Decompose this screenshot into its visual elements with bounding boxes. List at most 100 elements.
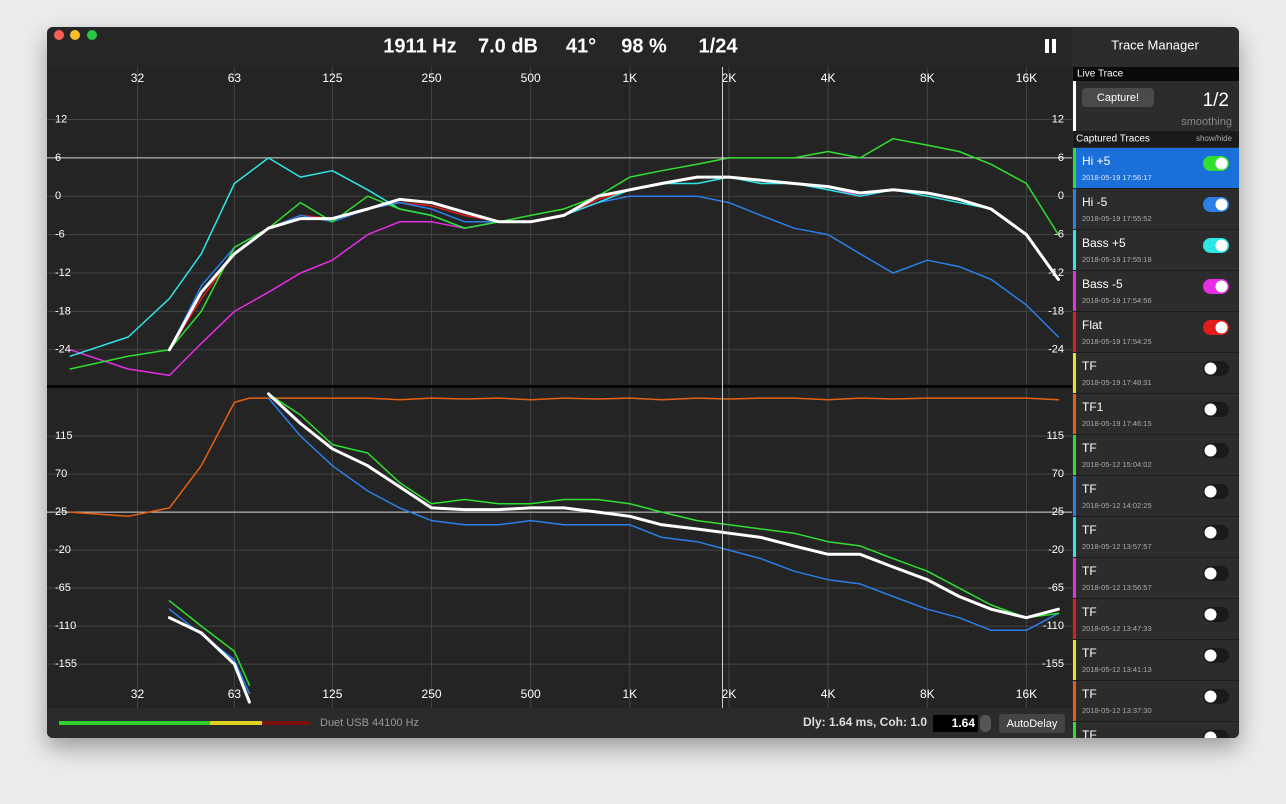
toggle-knob	[1215, 198, 1228, 211]
smoothing-label: smoothing	[1181, 116, 1232, 128]
y-tick-label: 12	[1052, 113, 1064, 125]
capture-label: Capture!	[1097, 92, 1139, 104]
trace-date: 2018-05-12 13:47:33	[1082, 624, 1152, 633]
trace-name: Hi +5	[1082, 154, 1111, 168]
y-tick-label: -18	[55, 305, 71, 317]
y-tick-label: 25	[55, 506, 67, 518]
live-header	[1073, 67, 1239, 81]
trace-list: Hi +5 2018-05-19 17:56:17 Hi -5 2018-05-19 …	[1073, 148, 1239, 762]
title-bar	[47, 27, 1239, 67]
trace-name: TF	[1082, 605, 1097, 619]
trace-name: Hi -5	[1082, 195, 1108, 209]
y-tick-label: -24	[1048, 344, 1064, 356]
trace-date: 2018-05-19 17:56:17	[1082, 173, 1152, 182]
readout: 1/24	[699, 35, 739, 57]
minimize-button[interactable]	[70, 30, 80, 40]
x-tick-label: 32	[131, 687, 145, 701]
trace-color	[1073, 312, 1076, 352]
capture-button[interactable]	[1082, 88, 1154, 107]
trace-color	[1073, 271, 1076, 311]
trace-name: TF	[1082, 687, 1097, 701]
zoom-button[interactable]	[87, 30, 97, 40]
trace-date: 2018-05-12 13:37:30	[1082, 706, 1152, 715]
y-tick-label: 70	[55, 468, 67, 480]
y-tick-label: -20	[1048, 544, 1064, 556]
toggle-knob	[1204, 567, 1217, 580]
autodelay-button[interactable]	[999, 714, 1065, 733]
y-tick-label: 6	[1058, 152, 1064, 164]
y-tick-label: 12	[55, 113, 67, 125]
trace-name: TF1	[1082, 400, 1104, 414]
trace-color	[1073, 640, 1076, 680]
x-tick-label: 1K	[622, 71, 637, 85]
y-tick-label: -6	[1054, 229, 1064, 241]
trace-color	[1073, 722, 1076, 738]
trace-color	[1073, 394, 1076, 434]
y-tick-label: -18	[1048, 305, 1064, 317]
y-tick-label: 115	[1046, 430, 1064, 442]
toggle-knob	[1215, 321, 1228, 334]
trace-date: 2018-05-19 17:55:52	[1082, 214, 1152, 223]
y-tick-label: -24	[55, 344, 71, 356]
pause-button[interactable]	[1045, 39, 1056, 53]
y-tick-label: -6	[55, 229, 65, 241]
trace-name: Bass +5	[1082, 236, 1126, 250]
y-tick-label: -65	[1048, 582, 1064, 594]
show-hide[interactable]: show/hide	[1196, 134, 1233, 143]
y-tick-label: 0	[1058, 190, 1064, 202]
trace-color	[1073, 681, 1076, 721]
trace-color	[1073, 353, 1076, 393]
trace-name: TF	[1082, 482, 1097, 496]
toggle-knob	[1204, 444, 1217, 457]
x-tick-label: 1K	[622, 687, 637, 701]
trace-color	[1073, 148, 1076, 188]
toggle-knob	[1215, 239, 1228, 252]
toggle-knob	[1204, 362, 1217, 375]
trace-date: 2018-05-12 13:57:57	[1082, 542, 1152, 551]
toggle-knob	[1204, 485, 1217, 498]
readout: 7.0 dB	[478, 35, 538, 57]
toggle-knob	[1204, 649, 1217, 662]
toggle-knob	[1204, 690, 1217, 703]
y-tick-label: -65	[55, 582, 71, 594]
trace-color	[1073, 558, 1076, 598]
delay-field[interactable]	[933, 715, 978, 732]
toggle-knob	[1215, 157, 1228, 170]
x-tick-label: 16K	[1016, 71, 1037, 85]
x-tick-label: 8K	[920, 687, 935, 701]
x-tick-label: 32	[131, 71, 145, 85]
y-tick-label: -110	[55, 620, 76, 632]
trace-date: 2018-05-12 13:41:13	[1082, 665, 1152, 674]
trace-color	[1073, 189, 1076, 229]
x-tick-label: 500	[521, 687, 541, 701]
captured-header	[1073, 131, 1239, 147]
trace-date: 2018-05-12 13:56:57	[1082, 583, 1152, 592]
trace-name: TF	[1082, 564, 1097, 578]
delay-stepper[interactable]	[980, 715, 991, 732]
close-button[interactable]	[54, 30, 64, 40]
smoothing-value[interactable]: 1/2	[1203, 90, 1229, 111]
trace-row[interactable]	[1073, 722, 1239, 762]
trace-date: 2018-05-19 17:46:15	[1082, 419, 1152, 428]
trace-date: 2018-05-12 15:04:02	[1082, 460, 1152, 469]
trace-name: TF	[1082, 646, 1097, 660]
toggle-knob	[1204, 526, 1217, 539]
y-tick-label: -12	[1048, 267, 1064, 279]
plot	[47, 388, 1072, 708]
toggle-knob	[1204, 608, 1217, 621]
trace-name: Flat	[1082, 318, 1103, 332]
trace-date: 2018-05-19 17:54:25	[1082, 337, 1152, 346]
x-tick-label: 500	[521, 71, 541, 85]
plot-divider	[47, 385, 1072, 388]
readout: 1911 Hz	[383, 35, 456, 57]
trace-color	[1073, 435, 1076, 475]
x-tick-label: 250	[422, 687, 442, 701]
y-tick-label: -155	[55, 658, 77, 670]
sidebar-title: Trace Manager	[1111, 37, 1199, 52]
trace-name: TF	[1082, 441, 1097, 455]
level-meter	[59, 721, 310, 725]
readout: 41°	[566, 35, 596, 57]
live-stripe	[1073, 81, 1076, 131]
toggle-knob	[1204, 731, 1217, 738]
